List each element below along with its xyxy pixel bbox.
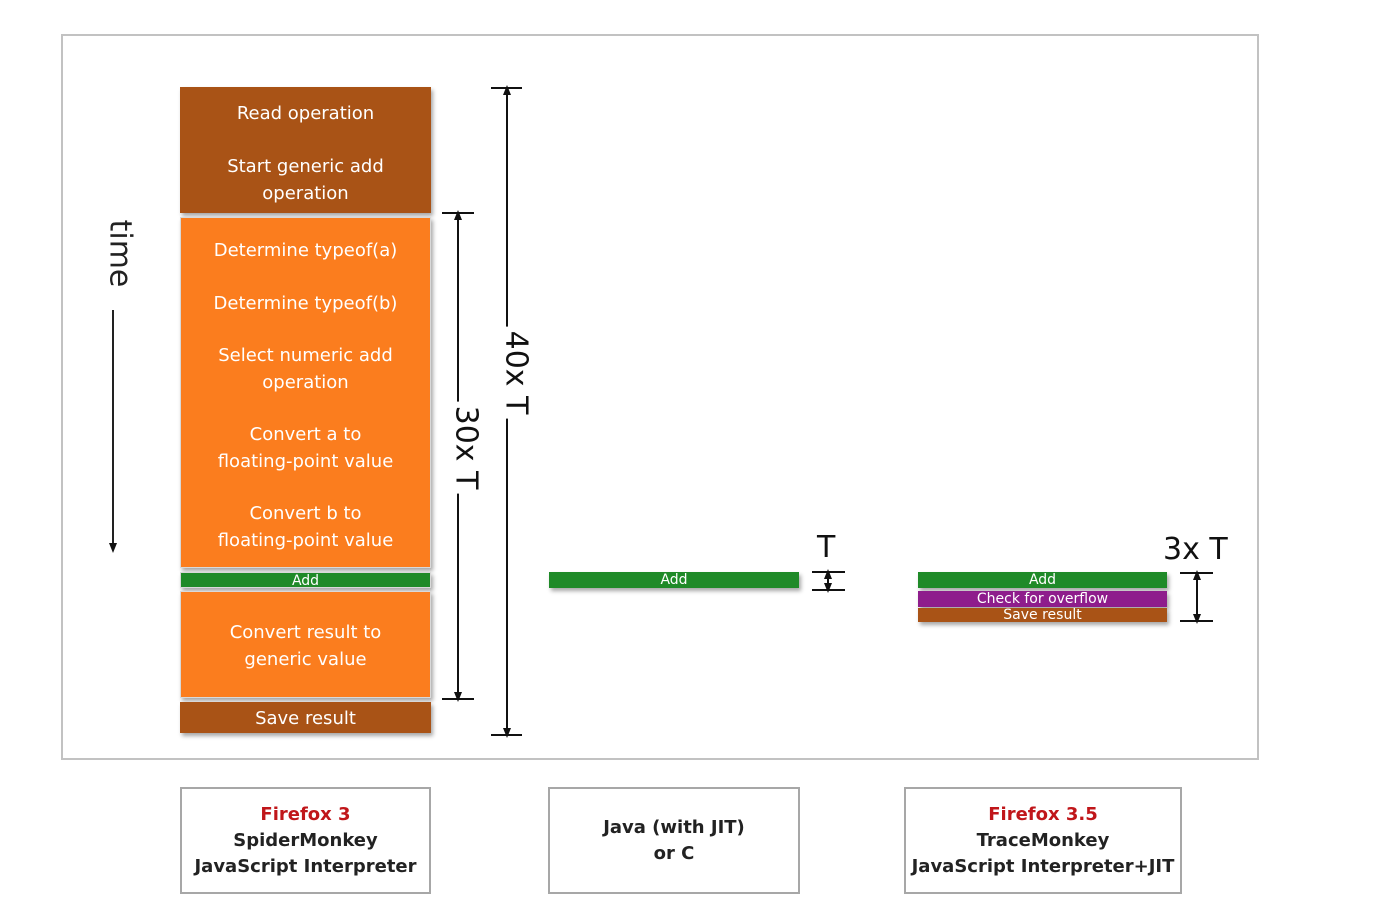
block-add-java: Add <box>549 572 799 588</box>
text-convert-result: Convert result to <box>229 622 382 643</box>
dim-3t-label: 3x T <box>1163 532 1228 567</box>
text-convert-a: Convert a to <box>249 424 362 445</box>
text-start-generic-add: Start generic add <box>227 156 384 177</box>
block-read-start: Read operation Start generic add operati… <box>180 87 431 213</box>
caption-firefox35-line1: TraceMonkey <box>976 829 1110 851</box>
text-save-trace: Save result <box>1003 607 1082 623</box>
block-save-interpreter: Save result <box>180 702 431 733</box>
block-type-conversion: Determine typeof(a) Determine typeof(b) … <box>180 217 431 568</box>
text-typeof-a: Determine typeof(a) <box>213 240 398 261</box>
text-select-numeric: Select numeric add <box>218 345 393 366</box>
dim-t-label: T <box>817 530 836 565</box>
block-add-interpreter: Add <box>180 572 431 589</box>
text-read-operation: Read operation <box>236 103 375 124</box>
text-generic-value: generic value <box>244 649 367 670</box>
dim-3t-line <box>1180 570 1213 624</box>
block-add-trace: Add <box>918 572 1167 588</box>
caption-firefox3-title: Firefox 3 <box>260 803 351 825</box>
text-add-trace: Add <box>1028 572 1057 588</box>
block-save-trace: Save result <box>918 607 1167 623</box>
caption-java-line1: Java (with JIT) <box>603 816 745 838</box>
text-save-interpreter: Save result <box>255 708 356 729</box>
text-float-a: floating-point value <box>217 451 394 472</box>
text-add-interpreter: Add <box>291 573 320 589</box>
text-add-java: Add <box>660 572 688 588</box>
caption-firefox3-line2: JavaScript Interpreter <box>194 855 417 877</box>
caption-firefox35: Firefox 3.5 TraceMonkey JavaScript Inter… <box>904 787 1182 894</box>
text-operation: operation <box>262 183 349 204</box>
caption-firefox3-line1: SpiderMonkey <box>233 829 378 851</box>
block-convert-result: Convert result to generic value <box>180 591 431 698</box>
caption-firefox3: Firefox 3 SpiderMonkey JavaScript Interp… <box>180 787 431 894</box>
caption-firefox35-line2: JavaScript Interpreter+JIT <box>911 855 1175 877</box>
text-convert-b: Convert b to <box>249 503 362 524</box>
dim-t-line <box>812 569 845 593</box>
text-typeof-b: Determine typeof(b) <box>213 293 398 314</box>
text-check-overflow: Check for overflow <box>976 591 1109 607</box>
dim-40-label: 40x T <box>498 326 534 419</box>
caption-java-line2: or C <box>653 842 695 864</box>
block-check-overflow: Check for overflow <box>918 591 1167 607</box>
caption-firefox35-title: Firefox 3.5 <box>988 803 1098 825</box>
dim-30-label: 30x T <box>448 401 484 494</box>
text-float-b: floating-point value <box>217 530 394 551</box>
caption-java: Java (with JIT) or C <box>548 787 800 894</box>
text-operation-2: operation <box>262 372 349 393</box>
